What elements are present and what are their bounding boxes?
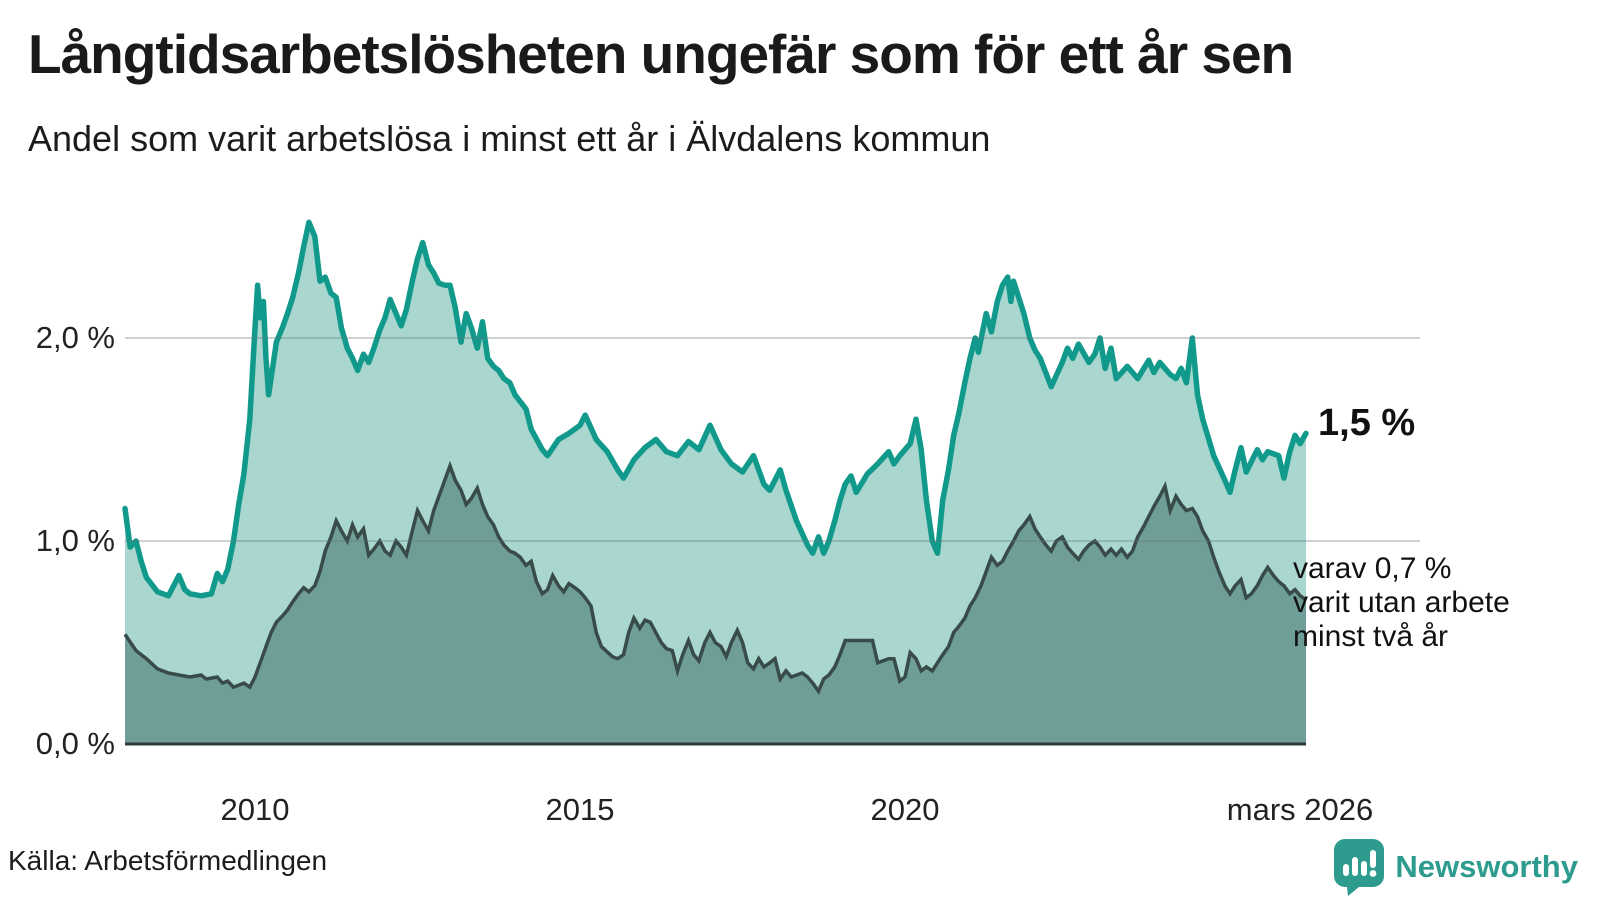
newsworthy-brand-text: Newsworthy: [1395, 849, 1578, 884]
newsworthy-bubble-icon: [1334, 839, 1385, 896]
secondary-series-annotation: varav 0,7 % varit utan arbete minst två …: [1293, 552, 1510, 654]
end-value-label: 1,5 %: [1318, 402, 1416, 444]
chart-subtitle: Andel som varit arbetslösa i minst ett å…: [28, 118, 991, 159]
secondary-annotation-line3: minst två år: [1293, 620, 1449, 653]
y-tick-label: 2,0 %: [35, 320, 115, 355]
area-fill-at-least-two-years: [125, 465, 1306, 744]
x-tick-label: mars 2026: [1226, 792, 1374, 827]
source-credit: Källa: Arbetsförmedlingen: [8, 845, 328, 876]
x-tick-label: 2015: [545, 792, 615, 827]
gridlines: [125, 337, 1420, 542]
line-at-least-two-years: [123, 460, 1308, 695]
y-tick-label: 0,0 %: [35, 726, 115, 761]
chart-title: Långtidsarbetslösheten ungefär som för e…: [28, 23, 1294, 85]
secondary-annotation-line1: varav 0,7 %: [1293, 552, 1452, 585]
x-tick-label: 2020: [870, 792, 940, 827]
x-tick-label: 2010: [220, 792, 290, 827]
line-at-least-one-year: [122, 219, 1309, 599]
y-tick-label: 1,0 %: [35, 523, 115, 558]
secondary-annotation-line2: varit utan arbete: [1293, 586, 1510, 619]
newsworthy-logo: Newsworthy: [1333, 838, 1578, 896]
